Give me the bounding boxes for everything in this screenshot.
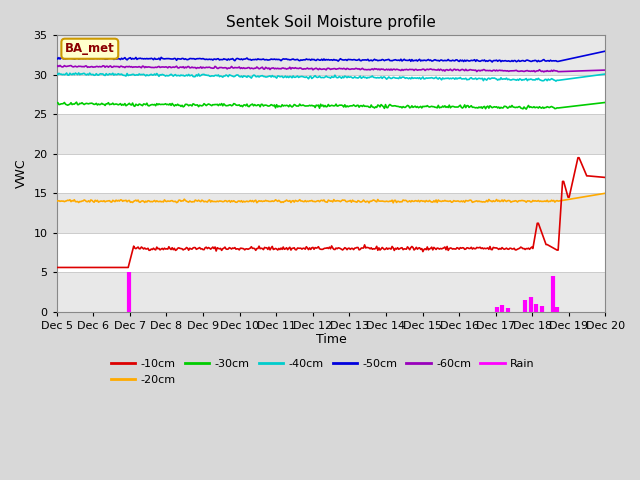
Bar bbox=[57, 36, 605, 75]
Legend: -10cm, -20cm, -30cm, -40cm, -50cm, -60cm, Rain: -10cm, -20cm, -30cm, -40cm, -50cm, -60cm… bbox=[106, 355, 540, 389]
Bar bbox=[57, 193, 605, 233]
X-axis label: Time: Time bbox=[316, 334, 346, 347]
Bar bbox=[57, 272, 605, 312]
Text: BA_met: BA_met bbox=[65, 42, 115, 55]
Bar bbox=[57, 114, 605, 154]
Title: Sentek Soil Moisture profile: Sentek Soil Moisture profile bbox=[226, 15, 436, 30]
Y-axis label: VWC: VWC bbox=[15, 159, 28, 188]
